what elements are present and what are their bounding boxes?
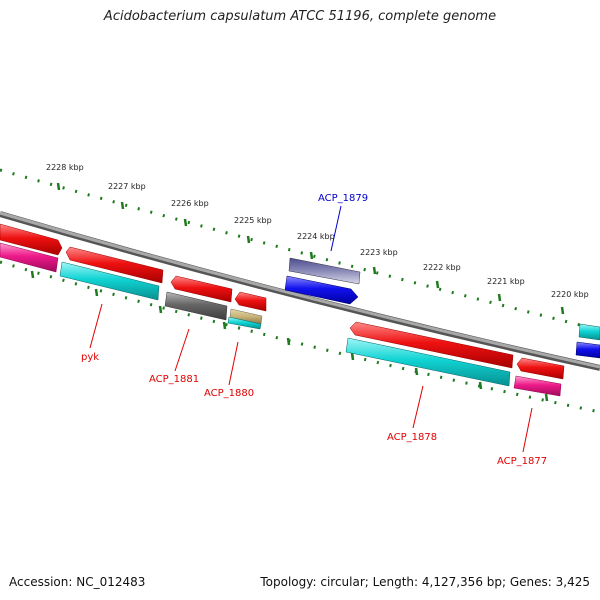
outer-minor-ticks [0,168,600,332]
gene-label-acp-1881[interactable]: ACP_1881 [149,374,199,385]
kbp-label: 2228 kbp [46,163,84,172]
cds-feature-pyk[interactable] [65,246,164,284]
leader-line-acp-1881 [174,328,190,372]
gene-label-acp-1880[interactable]: ACP_1880 [204,388,254,399]
kbp-label: 2225 kbp [234,216,272,225]
kbp-label: 2220 kbp [551,290,589,299]
leader-line-acp-1879 [330,205,342,252]
kbp-labels: 2228 kbp 2227 kbp 2226 kbp 2225 kbp 2224… [46,163,589,299]
cds-feature-acp-1879-blue[interactable] [284,275,359,305]
outer-tick-ruler [0,168,600,332]
kbp-label: 2224 kbp [297,232,335,241]
cds-feature-edge-cyan[interactable] [578,323,600,341]
gene-label-acp-1878[interactable]: ACP_1878 [387,432,437,443]
leader-line-acp-1878 [412,385,424,429]
cds-feature-acp-1880-forward[interactable] [234,291,267,312]
kbp-label: 2227 kbp [108,182,146,191]
inner-major-ticks [30,270,549,402]
gene-label-acp-1877[interactable]: ACP_1877 [497,456,547,467]
cds-feature-forward[interactable] [0,242,59,273]
cds-feature-acp-1881[interactable] [164,291,228,321]
forward-strand-features [0,223,600,397]
kbp-label: 2226 kbp [171,199,209,208]
genome-summary-text: Topology: circular; Length: 4,127,356 bp… [260,575,590,589]
cds-feature-acp-1878[interactable] [345,337,511,387]
inner-tick-ruler [0,260,600,414]
map-title: Acidobacterium capsulatum ATCC 51196, co… [103,9,497,24]
cds-feature-acp-1879[interactable] [288,257,361,285]
cds-feature-acp-1881-forward[interactable] [170,275,233,303]
cds-feature-edge-blue[interactable] [575,341,600,359]
kbp-label: 2223 kbp [360,248,398,257]
cds-feature-acp-1877[interactable] [513,375,562,397]
cds-feature-acp-1877-forward[interactable] [516,357,565,380]
genome-backbone [0,211,600,369]
kbp-label: 2221 kbp [487,277,525,286]
accession-text: Accession: NC_012483 [9,575,146,589]
gene-label-acp-1879[interactable]: ACP_1879 [318,193,368,204]
gene-label-pyk[interactable]: pyk [81,352,99,363]
leader-line-acp-1880 [228,341,239,386]
kbp-label: 2222 kbp [423,263,461,272]
gene-labels: pyk ACP_1881 ACP_1880 ACP_1879 ACP_1878 … [81,193,547,467]
cds-feature-forward[interactable] [0,223,63,256]
leader-line-pyk [89,303,103,349]
cds-feature-pyk-rna[interactable] [59,261,160,301]
cds-feature-acp-1878-forward[interactable] [349,321,514,369]
cds-feature-acp-1880-rna[interactable] [227,316,262,330]
outer-major-ticks [56,182,565,315]
label-leaders [89,205,533,453]
leader-line-acp-1877 [522,407,533,453]
